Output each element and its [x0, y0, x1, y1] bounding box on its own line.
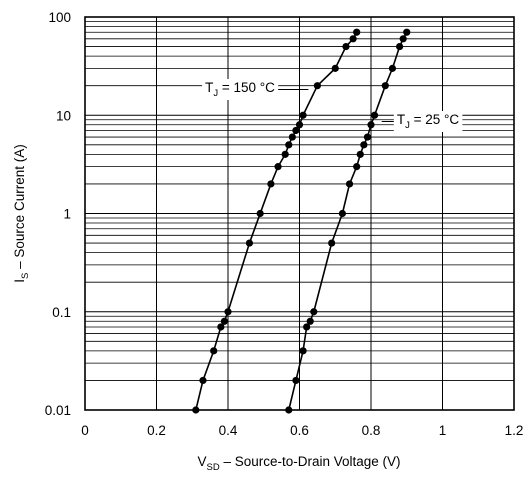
data-point-series-1	[299, 347, 307, 355]
series-1-label-sub: J	[405, 120, 410, 131]
data-point-series-0	[217, 323, 225, 331]
data-point-series-0	[349, 35, 357, 43]
data-point-series-1	[363, 133, 372, 141]
data-point-series-0	[292, 126, 300, 135]
data-point-series-0	[256, 209, 264, 218]
x-axis-label-sub: SD	[206, 462, 219, 473]
data-point-series-0	[342, 42, 350, 51]
data-point-series-1	[328, 239, 336, 247]
x-axis-label-main: V	[197, 454, 206, 469]
series-1-label-rest: = 25 °C	[410, 112, 460, 127]
data-point-series-0	[353, 28, 361, 36]
y-axis-label-sub: S	[20, 273, 31, 279]
x-axis-label: VSD – Source-to-Drain Voltage (V)	[197, 454, 400, 473]
x-tick-label: 0	[81, 423, 89, 438]
data-point-series-1	[388, 64, 397, 72]
x-tick-label: 0.8	[362, 423, 381, 438]
x-axis-label-rest: – Source-to-Drain Voltage (V)	[220, 454, 401, 469]
y-tick-label: 1	[63, 207, 71, 222]
data-point-series-0	[281, 150, 289, 158]
series-label-tj-25: TJ = 25 °C	[397, 112, 460, 131]
data-point-series-1	[353, 163, 361, 171]
y-tick-label: 100	[48, 10, 71, 25]
series-0-label-main: T	[205, 80, 213, 95]
data-point-series-1	[306, 317, 314, 325]
data-point-series-1	[356, 150, 364, 158]
data-point-series-1	[345, 180, 354, 188]
series-0-label-sub: J	[213, 88, 218, 99]
x-tick-label: 0.6	[290, 423, 309, 438]
y-tick-label: 10	[56, 108, 71, 123]
data-point-series-0	[267, 180, 275, 188]
plot-frame	[84, 16, 515, 411]
series-1-label-main: T	[397, 112, 405, 127]
data-point-series-1	[285, 406, 293, 414]
data-point-series-1	[367, 121, 375, 129]
data-point-series-1	[370, 111, 379, 119]
data-point-series-1	[381, 82, 389, 90]
axis-layer: 0 0.2 0.4 0.6 0.8 1 1.2 0.01 0.1 1 10 100	[45, 10, 524, 438]
x-tick-label: 1.2	[505, 423, 524, 438]
data-point-series-0	[313, 82, 321, 90]
y-axis-label-main: I	[12, 279, 27, 283]
data-point-series-1	[303, 323, 311, 331]
data-point-series-0	[220, 317, 229, 325]
data-point-series-0	[245, 239, 254, 247]
y-tick-label: 0.01	[45, 403, 71, 418]
data-point-series-0	[285, 141, 293, 149]
y-axis-label-rest: – Source Current (A)	[12, 144, 27, 272]
data-point-series-0	[192, 406, 200, 414]
series-0-label-background	[202, 79, 279, 100]
x-tick-label: 0.2	[147, 423, 166, 438]
data-point-series-1	[396, 42, 404, 51]
y-axis-label: IS – Source Current (A)	[12, 144, 31, 282]
data-point-series-0	[331, 64, 339, 72]
x-tick-label: 0.4	[219, 423, 238, 438]
x-tick-label: 1	[439, 423, 447, 438]
data-point-series-0	[295, 121, 304, 129]
series-0-label-rest: = 150 °C	[218, 80, 275, 95]
data-point-series-1	[310, 308, 318, 316]
data-point-series-1	[338, 209, 346, 218]
data-point-series-0	[224, 308, 232, 316]
grid-layer	[85, 17, 514, 410]
series-1-label-background	[393, 111, 463, 132]
data-point-series-1	[292, 376, 300, 385]
series-label-tj-150: TJ = 150 °C	[205, 80, 275, 99]
data-point-series-0	[199, 376, 207, 385]
data-point-series-0	[288, 133, 296, 141]
data-point-series-0	[274, 163, 282, 171]
data-point-series-1	[403, 28, 411, 36]
data-point-series-1	[360, 141, 368, 149]
y-tick-label: 0.1	[52, 305, 71, 320]
series-layer	[192, 28, 411, 414]
data-point-series-0	[299, 111, 307, 119]
data-point-series-0	[210, 347, 218, 355]
data-point-series-1	[399, 35, 407, 43]
